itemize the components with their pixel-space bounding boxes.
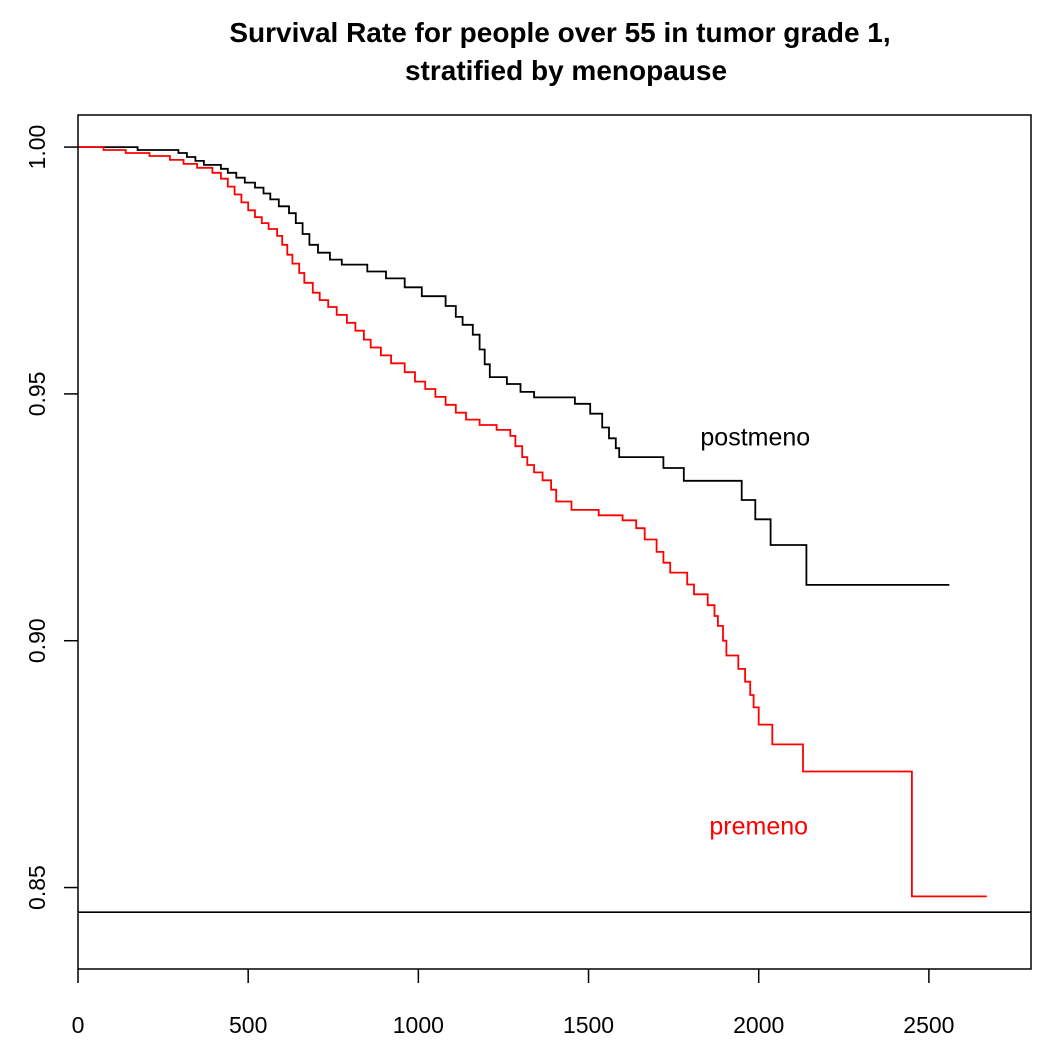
series-label-postmeno: postmeno <box>700 424 810 452</box>
y-tick-label: 0.90 <box>24 618 50 663</box>
chart-title-line-2: stratified by menopause <box>405 55 727 86</box>
y-tick-label: 1.00 <box>24 125 50 170</box>
y-tick-label: 0.95 <box>24 372 50 417</box>
x-tick-label: 1000 <box>393 1012 444 1038</box>
chart-title-line-1: Survival Rate for people over 55 in tumo… <box>229 17 890 48</box>
x-tick-label: 1500 <box>563 1012 614 1038</box>
y-tick-label: 0.85 <box>24 865 50 910</box>
x-tick-label: 2000 <box>733 1012 784 1038</box>
series-line-postmeno <box>78 146 950 586</box>
x-tick-label: 2500 <box>903 1012 954 1038</box>
plot-frame <box>77 114 1032 970</box>
series-line-premeno <box>78 146 987 898</box>
x-tick-label: 500 <box>229 1012 267 1038</box>
series-label-premeno: premeno <box>709 813 808 841</box>
x-tick-label: 0 <box>72 1012 85 1038</box>
